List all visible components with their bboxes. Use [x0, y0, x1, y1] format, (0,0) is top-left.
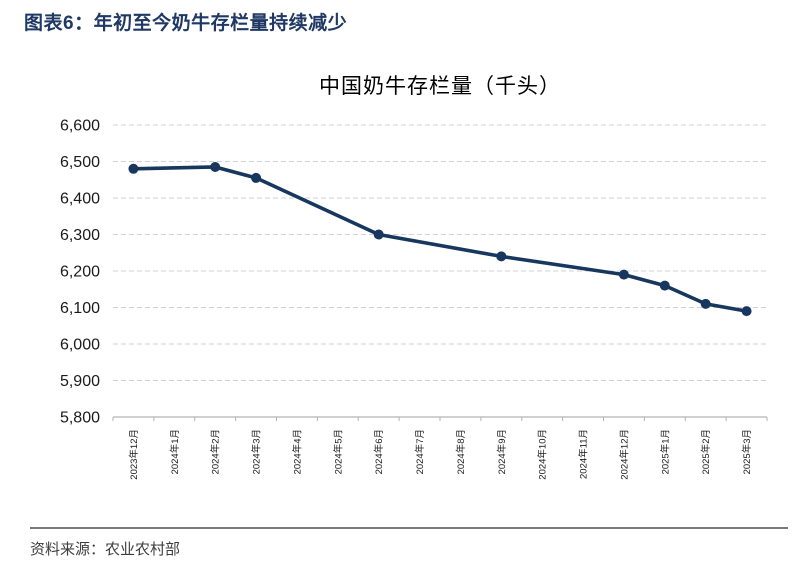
x-axis-tick-label: 2023年12月 [128, 429, 140, 480]
y-axis-tick-label: 6,500 [60, 154, 100, 171]
x-axis-tick-label: 2024年10月 [537, 429, 549, 480]
y-axis-tick-label: 6,200 [60, 264, 100, 281]
x-axis-tick-label: 2024年9月 [496, 429, 508, 474]
x-axis-tick-label: 2024年11月 [578, 429, 590, 479]
x-axis-tick-label: 2024年6月 [373, 429, 385, 474]
y-axis-tick-label: 6,100 [60, 300, 100, 317]
y-axis-tick-label: 5,800 [60, 410, 100, 427]
x-axis-tick-label: 2024年5月 [332, 429, 344, 474]
x-axis-tick-label: 2024年2月 [210, 429, 222, 474]
figure-caption: 图表6：年初至今奶牛存栏量持续减少 [24, 13, 348, 34]
chart-title: 中国奶牛存栏量（千头） [319, 75, 561, 98]
y-axis-tick-label: 6,300 [60, 227, 100, 244]
x-axis-tick-label: 2024年8月 [455, 429, 467, 474]
data-point-marker [210, 161, 221, 172]
data-point-marker [659, 280, 670, 291]
x-axis-tick-label: 2024年12月 [618, 429, 630, 480]
x-axis-tick-label: 2024年1月 [169, 429, 181, 474]
x-axis-tick-label: 2024年7月 [414, 429, 426, 474]
y-axis-tick-label: 6,400 [60, 191, 100, 208]
data-point-marker [373, 229, 384, 240]
y-axis-tick-label: 6,600 [60, 118, 100, 135]
data-point-marker [496, 251, 507, 262]
y-axis-tick-label: 5,900 [60, 373, 100, 390]
x-axis-tick-label: 2024年3月 [251, 429, 263, 474]
x-axis-tick-label: 2025年2月 [700, 429, 712, 474]
data-point-marker [741, 306, 752, 317]
data-point-marker [128, 163, 139, 174]
footer-divider [30, 527, 788, 529]
x-axis-tick-label: 2024年4月 [291, 429, 303, 474]
data-point-marker [700, 298, 711, 309]
data-point-marker [618, 269, 629, 280]
x-axis-tick-label: 2025年1月 [659, 429, 671, 474]
source-note: 资料来源：农业农村部 [30, 541, 181, 558]
y-axis-tick-label: 6,000 [60, 337, 100, 354]
series-line [131, 165, 749, 313]
x-axis-tick-label: 2025年3月 [741, 429, 753, 474]
data-point-marker [251, 172, 262, 183]
